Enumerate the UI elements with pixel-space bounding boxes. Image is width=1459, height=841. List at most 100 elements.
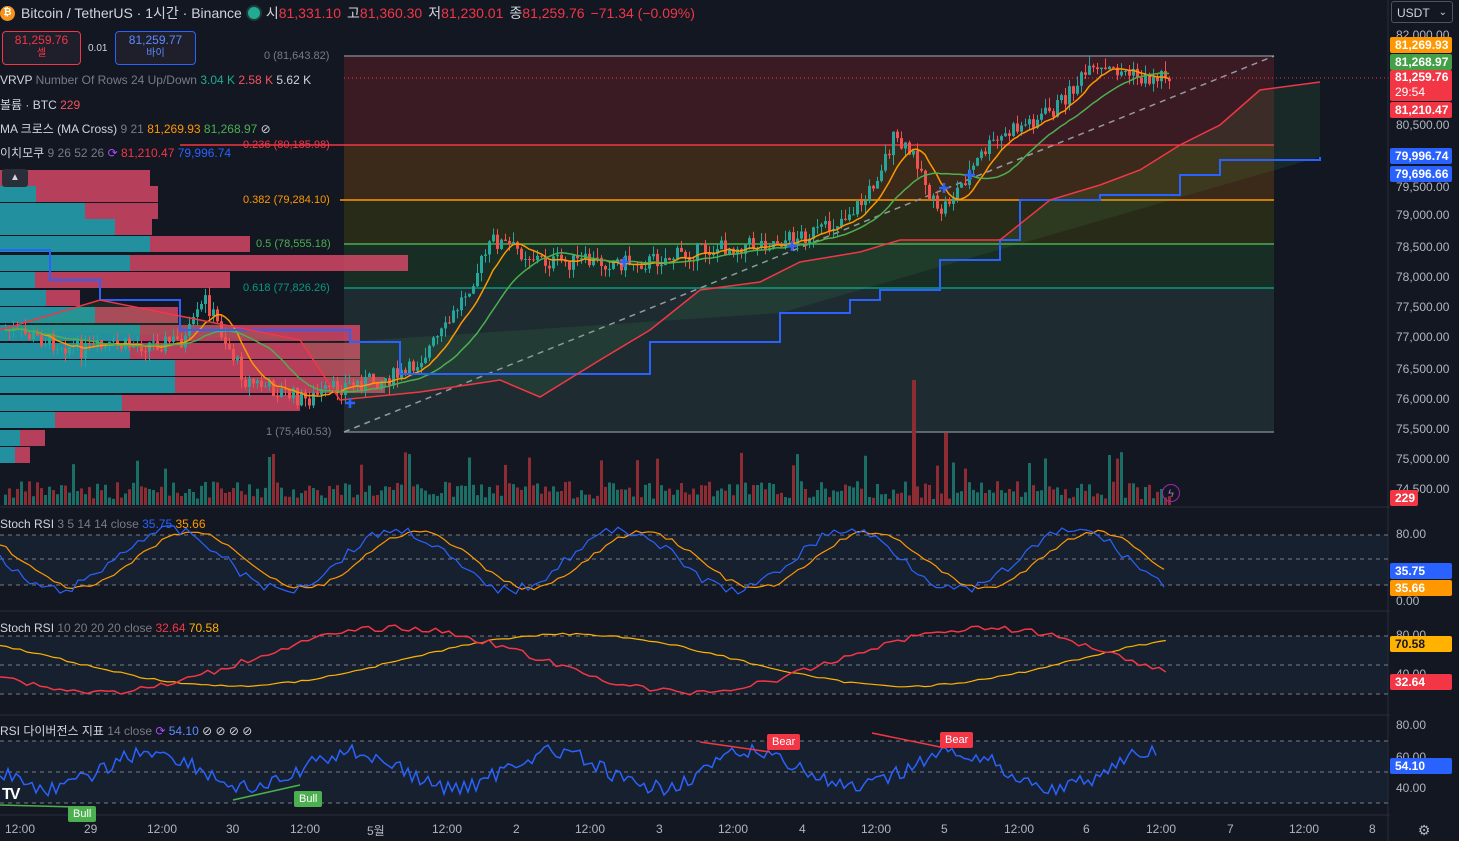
time-tick: 12:00 xyxy=(5,822,36,836)
volume-bar xyxy=(1096,493,1099,505)
volume-bar xyxy=(1164,497,1167,505)
volume-bar xyxy=(640,497,643,505)
candle-body xyxy=(608,268,611,270)
candle-body xyxy=(372,373,375,384)
collapse-legend-button[interactable]: ▲ xyxy=(2,169,28,187)
volume-bar xyxy=(1068,498,1071,505)
volume-bar xyxy=(440,493,443,505)
volume-bar xyxy=(832,490,835,505)
stoch-rsi-2-legend[interactable]: Stoch RSI 10 20 20 20 close 32.64 70.58 xyxy=(0,621,219,635)
volume-bar xyxy=(1092,496,1095,505)
volume-bar xyxy=(568,481,571,505)
volume-bar xyxy=(160,486,163,505)
candle-body xyxy=(860,200,863,206)
symbol-title[interactable]: Bitcoin / TetherUS · 1시간 · Binance xyxy=(21,5,242,21)
stoch-rsi-1-legend[interactable]: Stoch RSI 3 5 14 14 close 35.75 35.66 xyxy=(0,517,206,531)
candle-body xyxy=(960,183,963,188)
rsi-divergence-legend[interactable]: RSI 다이버전스 지표 14 close ⟳ 54.10 ⊘ ⊘ ⊘ ⊘ xyxy=(0,724,253,738)
volume-bar xyxy=(824,488,827,505)
volume-bar xyxy=(776,494,779,505)
candle-body xyxy=(104,345,107,349)
price-tick: 77,500.00 xyxy=(1396,300,1450,314)
hide-icon-2[interactable]: ⊘ ⊘ ⊘ ⊘ xyxy=(202,724,253,738)
volume-bar xyxy=(972,489,975,505)
volume-bar xyxy=(76,491,79,505)
candle-body xyxy=(56,349,59,351)
stoch2-k-label: 32.64 xyxy=(1390,674,1452,690)
sell-label: 셀 xyxy=(36,48,47,59)
volume-bar xyxy=(588,494,591,505)
volume-bar xyxy=(348,484,351,505)
candle-body xyxy=(656,253,659,267)
hide-icon[interactable]: ⊘ xyxy=(260,122,271,136)
candle-body xyxy=(1096,67,1099,70)
candle-body xyxy=(440,328,443,337)
candle-body xyxy=(848,214,851,220)
volume-value-label: 229 xyxy=(1390,490,1418,506)
volume-bar xyxy=(968,482,971,505)
volume-bar xyxy=(1060,494,1063,505)
candle-body xyxy=(480,255,483,273)
candle-body xyxy=(1032,119,1035,128)
volume-legend[interactable]: 볼륨 · BTC 229 xyxy=(0,98,81,112)
candle-body xyxy=(992,139,995,141)
volume-bar xyxy=(320,495,323,505)
vp-down-row xyxy=(36,186,158,202)
candle-body xyxy=(824,221,827,225)
volume-bar xyxy=(852,487,855,505)
vrvp-legend[interactable]: VRVP Number Of Rows 24 Up/Down 3.04 K 2.… xyxy=(0,73,312,87)
candle-body xyxy=(1040,113,1043,120)
volume-bar xyxy=(788,497,791,505)
candle-body xyxy=(1036,119,1039,128)
volume-bar xyxy=(520,489,523,505)
lightning-icon[interactable]: ϟ xyxy=(1162,484,1180,502)
candle-body xyxy=(148,342,151,352)
candle-body xyxy=(476,272,479,287)
volume-bar xyxy=(428,494,431,505)
vp-down-row xyxy=(20,430,45,446)
buy-button[interactable]: 81,259.77 바이 xyxy=(115,31,196,65)
tradingview-logo[interactable]: TV xyxy=(2,786,21,803)
fib-zone xyxy=(344,244,1274,288)
candle-body xyxy=(996,139,999,141)
stoch2-d-line xyxy=(0,632,1166,688)
volume-spike xyxy=(912,380,916,505)
volume-bar xyxy=(1008,488,1011,505)
candle-body xyxy=(680,247,683,252)
volume-bar xyxy=(132,482,135,505)
candle-body xyxy=(904,142,907,149)
candle-body xyxy=(492,234,495,242)
volume-bar xyxy=(676,489,679,505)
volume-bar xyxy=(232,488,235,505)
candle-body xyxy=(712,253,715,256)
volume-bar xyxy=(844,484,847,505)
currency-select[interactable]: USDT ⌄ xyxy=(1391,1,1453,23)
candle-body xyxy=(1152,77,1155,84)
volume-bar xyxy=(888,498,891,505)
volume-bar xyxy=(1080,483,1083,505)
volume-bar xyxy=(216,482,219,505)
candle-body xyxy=(724,240,727,255)
candle-body xyxy=(1064,95,1067,105)
candle-body xyxy=(1164,70,1167,79)
volume-bar xyxy=(908,495,911,505)
candle-body xyxy=(532,259,535,261)
candle-body xyxy=(1056,100,1059,117)
candle-body xyxy=(308,398,311,406)
candle-body xyxy=(92,343,95,345)
volume-bar xyxy=(532,485,535,505)
sell-button[interactable]: 81,259.76 셀 xyxy=(2,31,81,65)
volume-bar xyxy=(884,493,887,505)
candle-body xyxy=(880,170,883,181)
candle-body xyxy=(520,248,523,260)
volume-bar xyxy=(248,484,251,505)
candle-body xyxy=(228,343,231,350)
candle-body xyxy=(620,259,623,271)
ichimoku-legend[interactable]: 이치모쿠 9 26 52 26 ⟳ 81,210.47 79,996.74 xyxy=(0,146,232,160)
volume-bar xyxy=(420,488,423,505)
ma-cross-legend[interactable]: MA 크로스 (MA Cross) 9 21 81,269.93 81,268.… xyxy=(0,122,271,136)
gear-icon[interactable]: ⚙ xyxy=(1417,822,1431,838)
candle-body xyxy=(652,253,655,257)
candle-body xyxy=(404,369,407,373)
